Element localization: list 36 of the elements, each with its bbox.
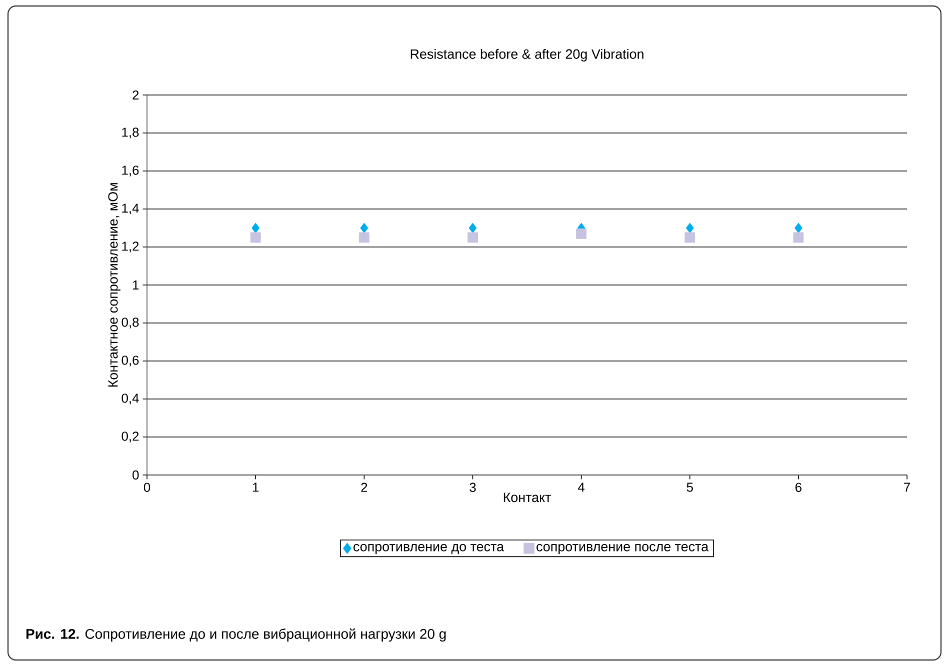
y-tick-label: 1,2 [122,242,139,252]
x-tick-label: 3 [470,482,476,492]
point [252,222,260,234]
point [468,232,478,243]
y-tick-label: 0,6 [122,356,139,366]
x-tick-label: 5 [686,482,693,492]
point [684,232,696,243]
x-tick-label: 2 [361,482,368,492]
y-tick-label: 0 [132,470,139,480]
x-axis-title: Контакт [504,492,551,502]
x-tick-label: 1 [252,482,259,492]
point [358,232,370,243]
y-tick-label: 0,2 [122,432,139,442]
y-tick-label: 1,6 [122,166,139,176]
x-tick-label: 4 [578,482,585,492]
legend-label: сопротивление после теста [536,544,709,554]
legend-label: сопротивление до теста [354,544,504,554]
point [794,222,802,234]
point [360,222,368,234]
y-tick-label: 2 [132,90,139,100]
chart-title: Resistance before & after 20g Vibration [410,48,644,62]
x-tick-label: 7 [904,482,910,492]
y-tick-label: 0,8 [122,318,139,328]
y-tick-label: 1,8 [122,128,139,138]
point [793,232,804,243]
x-tick-label: 6 [795,482,802,492]
point [576,228,586,239]
point [250,232,261,243]
x-tick-label: 0 [144,482,150,492]
y-tick-label: 0,4 [122,394,139,404]
y-tick-label: 1,4 [122,204,139,214]
y-axis-title: Контактное сопротивление, мОм [108,183,120,387]
y-tick-label: 1 [133,280,139,290]
point [686,222,694,234]
text: Рис. 12. Сопротивление до и после вибрационной нагрузки 20 g [26,628,446,642]
point [468,222,477,234]
